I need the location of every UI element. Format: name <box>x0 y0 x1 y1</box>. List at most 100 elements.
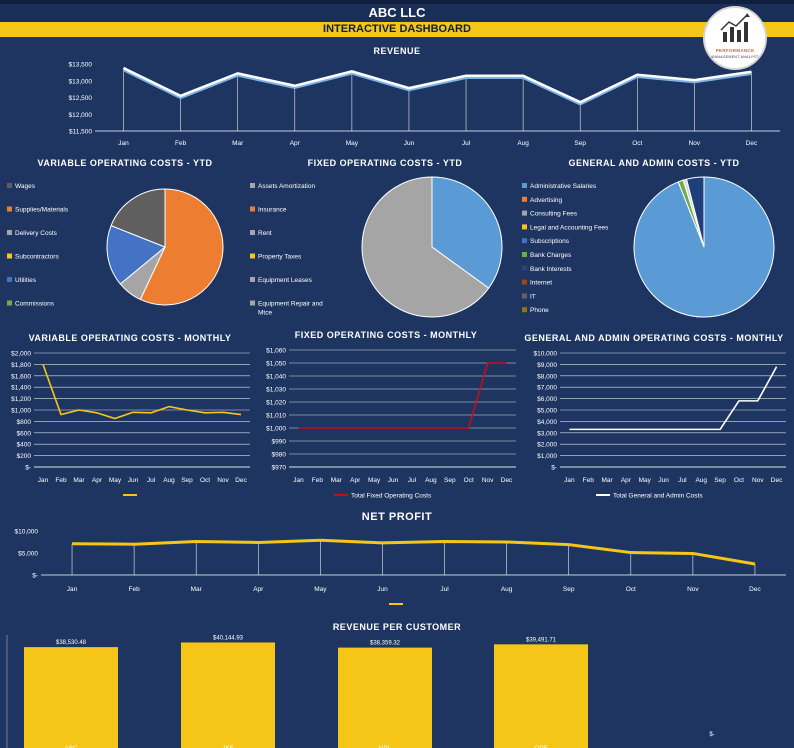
var_ytd-legend-label: Utilities <box>15 277 37 284</box>
ga_monthly-ytick: $7,000 <box>537 385 557 392</box>
var_monthly-ytick: $800 <box>17 419 32 426</box>
fixed_monthly-xtick: Sep <box>444 477 456 484</box>
revenue-xtick: Nov <box>689 140 701 147</box>
var_monthly-xtick: Dec <box>235 477 247 484</box>
var_monthly-xtick: Nov <box>217 477 229 484</box>
var_monthly-ytick: $1,600 <box>11 373 31 380</box>
var_monthly-xtick: May <box>109 477 122 484</box>
ga_monthly-series-line <box>569 366 778 431</box>
ga_monthly-ytick: $5,000 <box>537 408 557 415</box>
var_ytd-legend-label: Wages <box>15 183 36 190</box>
fixed_ytd-legend-swatch <box>250 183 255 188</box>
revenue-xtick: Aug <box>517 140 529 147</box>
var_ytd-legend-swatch <box>7 300 12 306</box>
fixed_ytd-legend-swatch <box>250 300 255 306</box>
var_monthly-ytick: $200 <box>17 453 32 460</box>
rev_customer-title: REVENUE PER CUSTOMER <box>333 622 461 632</box>
net_profit-xtick: Jun <box>377 586 388 593</box>
rev_customer-category-label: NPL <box>379 745 392 748</box>
ga_monthly-xtick: Apr <box>621 477 632 484</box>
ga_monthly-ytick: $3,000 <box>537 430 557 437</box>
fixed_monthly-xtick: Nov <box>482 477 494 484</box>
revenue-xtick: May <box>346 140 359 147</box>
revenue-xtick: Jul <box>462 140 471 147</box>
revenue-xtick: Mar <box>232 140 244 147</box>
revenue-xtick: Jun <box>404 140 415 147</box>
fixed_monthly-ytick: $1,010 <box>266 413 286 420</box>
var_ytd-legend-swatch <box>7 253 12 259</box>
ga_ytd-legend-swatch <box>522 279 527 285</box>
revenue-title: REVENUE <box>373 46 420 56</box>
ga_ytd-legend-label: Administrative Salaries <box>530 183 597 190</box>
var_monthly-xtick: Jan <box>38 477 49 484</box>
fixed_monthly-ytick: $970 <box>272 465 287 472</box>
var_monthly-ytick: $1,200 <box>11 396 31 403</box>
ga_monthly-xtick: Sep <box>714 477 726 484</box>
net_profit-xtick: Mar <box>191 586 203 593</box>
ga_monthly-ytick: $6,000 <box>537 396 557 403</box>
ga_ytd-legend-label: Bank Interests <box>530 266 572 273</box>
var_monthly-xtick: Mar <box>73 477 85 484</box>
net_profit-xtick: May <box>314 586 327 593</box>
net_profit-xtick: Jan <box>67 586 78 593</box>
revenue-ytick: $12,500 <box>69 95 93 102</box>
var_ytd-legend-label: Commissions <box>15 301 55 308</box>
fixed_ytd-legend-swatch <box>250 277 255 282</box>
var_monthly-ytick: $2,000 <box>11 351 31 358</box>
var_ytd-slice <box>110 188 166 248</box>
revenue-ytick: $11,500 <box>69 129 92 136</box>
net_profit-ytick: $- <box>32 573 38 580</box>
ga_ytd-legend-swatch <box>522 224 527 230</box>
net_profit-title: NET PROFIT <box>362 511 432 523</box>
fixed_ytd-slice <box>431 176 503 289</box>
var_ytd-legend-swatch <box>7 230 12 235</box>
fixed_monthly-ytick: $1,030 <box>266 387 286 394</box>
fixed_ytd-legend-label: Insurance <box>258 207 287 214</box>
net_profit-xtick: Apr <box>253 586 264 593</box>
fixed_monthly-series-line <box>298 362 507 429</box>
fixed_ytd-title: FIXED OPERATING COSTS - YTD <box>308 158 463 168</box>
ga_monthly-xtick: Mar <box>601 477 613 484</box>
logo-line2: MANAGEMENT ANALYST <box>711 55 759 59</box>
revenue-xtick: Dec <box>746 140 758 147</box>
fixed_monthly-xtick: Apr <box>350 477 361 484</box>
net_profit-xtick: Oct <box>626 586 636 593</box>
rev_customer-empty-label: $- <box>709 732 714 738</box>
ga_monthly-title: GENERAL AND ADMIN OPERATING COSTS - MONT… <box>524 333 783 343</box>
ga_ytd-legend-swatch <box>522 307 527 313</box>
ga_monthly-xtick: Oct <box>734 477 744 484</box>
chart-growth-icon <box>720 13 750 42</box>
fixed_monthly-xtick: Jun <box>388 477 399 484</box>
ga_ytd-legend-swatch <box>522 293 527 299</box>
fixed_ytd-legend-label: Rent <box>258 230 272 237</box>
revenue-ytick: $12,000 <box>69 112 93 119</box>
fixed_ytd-legend-label: Property Taxes <box>258 254 302 261</box>
var_ytd-slice <box>139 188 224 306</box>
ga_ytd-legend-swatch <box>522 238 527 244</box>
var_ytd-legend-label: Supplies/Materials <box>15 207 69 214</box>
ga_ytd-legend-swatch <box>522 196 527 202</box>
ga_monthly-xtick: Nov <box>752 477 764 484</box>
net_profit-ytick: $5,000 <box>18 551 38 558</box>
var_monthly-ytick: $1,400 <box>11 385 31 392</box>
fixed_ytd-slice <box>361 176 490 318</box>
ga_ytd-legend-label: Internet <box>530 280 552 287</box>
fixed_monthly-xtick: May <box>368 477 381 484</box>
fixed_monthly-xtick: Mar <box>331 477 343 484</box>
net_profit-xtick: Jul <box>440 586 449 593</box>
ga_ytd-legend-label: Advertising <box>530 197 563 204</box>
var_monthly-ytick: $1,800 <box>11 362 31 369</box>
page-title: ABC LLC <box>0 4 794 22</box>
revenue-series-shadow <box>122 68 752 106</box>
fixed_monthly-ytick: $1,020 <box>266 400 286 407</box>
ga_monthly-ytick: $10,000 <box>534 351 558 358</box>
revenue-xtick: Oct <box>632 140 642 147</box>
revenue-xtick: Apr <box>290 140 301 147</box>
revenue-series-line <box>122 66 752 104</box>
fixed_ytd-legend-label: Assets Amortization <box>258 183 315 190</box>
ga_monthly-ytick: $2,000 <box>537 442 557 449</box>
rev_customer-bar <box>181 642 275 748</box>
net_profit-xtick: Dec <box>749 586 761 593</box>
ga_ytd-legend-label: Subscriptions <box>530 238 570 245</box>
